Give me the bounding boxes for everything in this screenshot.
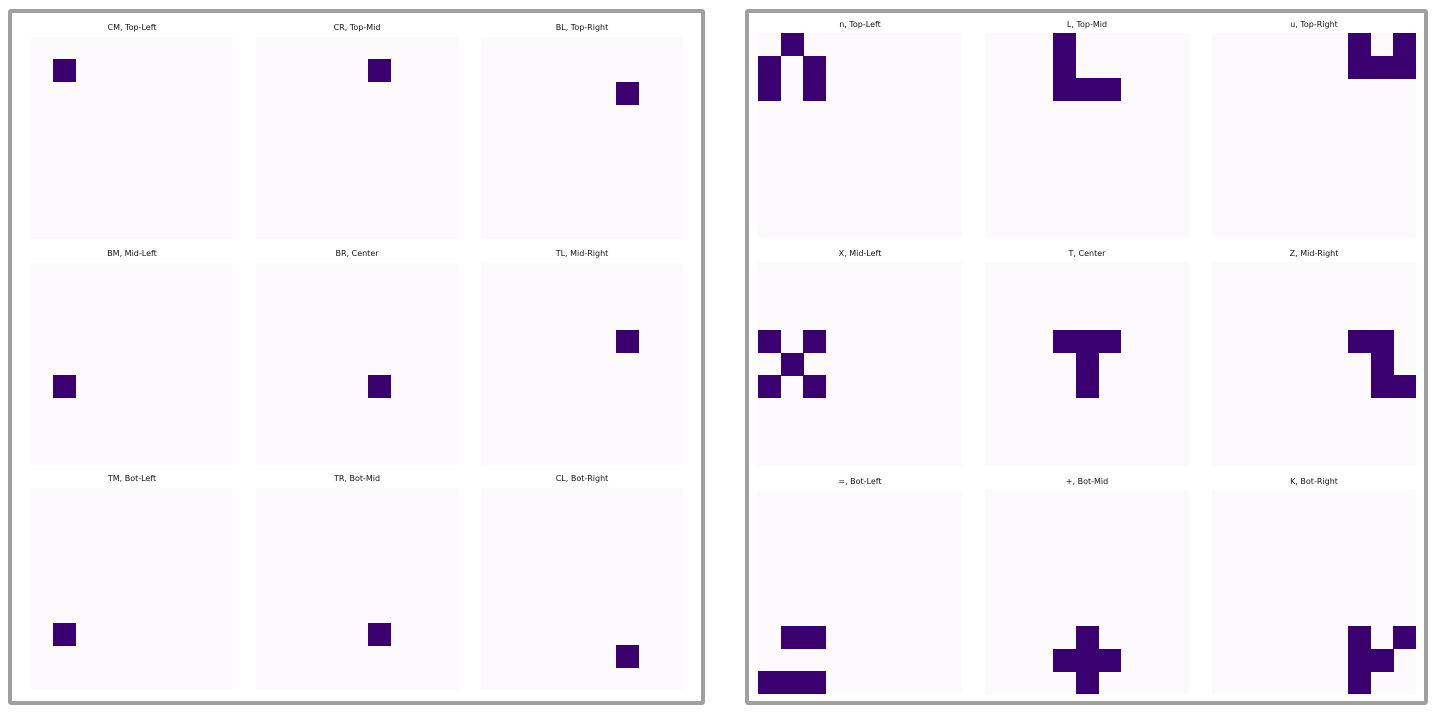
filled-pixel: [1075, 648, 1099, 672]
pixel-grid: [758, 262, 962, 466]
cell-title: BL, Top-Right: [555, 23, 609, 32]
cell-title: CL, Bot-Right: [555, 474, 609, 483]
filled-pixel: [1348, 33, 1372, 57]
cell-title: BM, Mid-Left: [107, 249, 157, 258]
filled-pixel: [780, 626, 804, 650]
filled-pixel: [1348, 55, 1372, 79]
filled-pixel: [1370, 330, 1394, 354]
filled-pixel: [1370, 352, 1394, 376]
pixel-grid: [481, 37, 683, 239]
filled-pixel: [1075, 626, 1099, 650]
filled-pixel: [758, 375, 782, 399]
cell-title: CM, Top-Left: [107, 23, 157, 32]
filled-pixel: [1393, 55, 1417, 79]
filled-pixel: [1053, 78, 1077, 102]
cell-title: TL, Mid-Right: [555, 249, 609, 258]
filled-pixel: [1053, 33, 1077, 57]
pixel-grid: [1212, 490, 1417, 695]
cell-title: T, Center: [1068, 249, 1106, 258]
cell-title: BR, Center: [335, 249, 379, 258]
cell-title: K, Bot-Right: [1290, 477, 1338, 486]
filled-pixel: [758, 55, 782, 79]
filled-pixel: [615, 330, 639, 354]
cell-title: L, Top-Mid: [1066, 20, 1108, 29]
pixel-grid: [758, 490, 962, 695]
filled-pixel: [758, 78, 782, 102]
pixel-grid: [481, 488, 683, 690]
cell-title: Z, Mid-Right: [1289, 249, 1339, 258]
cell-title: TM, Bot-Left: [107, 474, 157, 483]
pixel-grid: [985, 33, 1189, 237]
filled-pixel: [780, 671, 804, 695]
filled-pixel: [1393, 375, 1417, 399]
filled-pixel: [1393, 626, 1417, 650]
right-panel: n, Top-Left L, Top-Mid u, Top-Right X, Mid-…: [745, 9, 1428, 705]
filled-pixel: [803, 626, 827, 650]
filled-pixel: [1053, 55, 1077, 79]
filled-pixel: [1348, 648, 1372, 672]
filled-pixel: [1075, 78, 1099, 102]
filled-pixel: [803, 375, 827, 399]
cell-title: =, Bot-Left: [838, 477, 882, 486]
filled-pixel: [53, 622, 77, 646]
filled-pixel: [780, 352, 804, 376]
pixel-grid: [31, 488, 233, 690]
cell-title: CR, Top-Mid: [333, 23, 381, 32]
cell-title: X, Mid-Left: [838, 249, 882, 258]
filled-pixel: [758, 330, 782, 354]
filled-pixel: [1075, 330, 1099, 354]
filled-pixel: [368, 375, 392, 399]
cell-title: TR, Bot-Mid: [333, 474, 381, 483]
pixel-grid: [256, 37, 458, 239]
pixel-grid: [256, 488, 458, 690]
pixel-grid: [31, 37, 233, 239]
pixel-grid: [481, 263, 683, 465]
filled-pixel: [1348, 626, 1372, 650]
filled-pixel: [803, 671, 827, 695]
pixel-grid: [1212, 33, 1417, 237]
filled-pixel: [1075, 375, 1099, 399]
filled-pixel: [803, 78, 827, 102]
filled-pixel: [758, 671, 782, 695]
filled-pixel: [803, 55, 827, 79]
filled-pixel: [1370, 375, 1394, 399]
filled-pixel: [1348, 330, 1372, 354]
filled-pixel: [1053, 648, 1077, 672]
filled-pixel: [1370, 648, 1394, 672]
filled-pixel: [1098, 648, 1122, 672]
filled-pixel: [1348, 671, 1372, 695]
filled-pixel: [1098, 78, 1122, 102]
cell-title: n, Top-Left: [839, 20, 881, 29]
filled-pixel: [1393, 33, 1417, 57]
filled-pixel: [803, 330, 827, 354]
filled-pixel: [1053, 330, 1077, 354]
filled-pixel: [780, 33, 804, 57]
filled-pixel: [368, 59, 392, 83]
left-panel: CM, Top-Left CR, Top-Mid BL, Top-Right BM, …: [8, 9, 705, 705]
pixel-grid: [758, 33, 962, 237]
filled-pixel: [53, 375, 77, 399]
pixel-grid: [1212, 262, 1417, 466]
filled-pixel: [1370, 55, 1394, 79]
pixel-grid: [985, 262, 1189, 466]
pixel-grid: [256, 263, 458, 465]
filled-pixel: [1075, 671, 1099, 695]
cell-title: u, Top-Right: [1290, 20, 1338, 29]
filled-pixel: [1075, 352, 1099, 376]
pixel-grid: [31, 263, 233, 465]
filled-pixel: [615, 645, 639, 669]
filled-pixel: [1098, 330, 1122, 354]
pixel-grid: [985, 490, 1189, 695]
filled-pixel: [53, 59, 77, 83]
cell-title: +, Bot-Mid: [1065, 477, 1109, 486]
filled-pixel: [368, 622, 392, 646]
filled-pixel: [615, 81, 639, 105]
